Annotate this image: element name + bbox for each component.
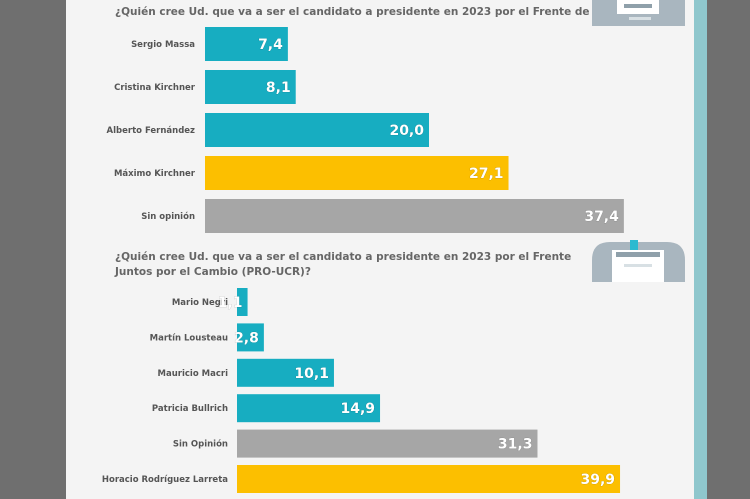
bar-2-5	[237, 429, 538, 458]
panel-right-border	[694, 0, 707, 499]
value-label: 14,9	[340, 401, 375, 417]
value-label: 2,8	[234, 330, 259, 346]
bar-1-5	[205, 199, 624, 233]
category-label: Horacio Rodríguez Larreta	[102, 475, 228, 485]
category-label: Sergio Massa	[131, 40, 195, 50]
category-label: Cristina Kirchner	[114, 83, 196, 93]
category-label: Patricia Bullrich	[152, 404, 228, 414]
bar-2-2	[237, 323, 264, 352]
category-label: Alberto Fernández	[107, 126, 196, 136]
category-label: Mario Negri	[172, 298, 228, 308]
category-label: Sin Opinión	[173, 439, 228, 450]
ballot-box-icon	[592, 240, 685, 282]
bar-2-3	[237, 358, 334, 387]
bar-2-6	[237, 465, 621, 493]
bar-1-2	[205, 70, 296, 104]
value-label: 8,1	[266, 80, 291, 96]
value-label: 37,4	[584, 209, 619, 225]
value-label: 1,1	[218, 295, 243, 311]
bar-1-4	[205, 156, 509, 190]
value-label: 31,3	[498, 437, 533, 453]
ballot-box-icon	[592, 0, 685, 26]
bar-2-1	[237, 288, 248, 316]
bar-1-1	[205, 27, 288, 61]
category-label: Mauricio Macri	[158, 369, 229, 379]
bar-1-3	[205, 113, 429, 147]
category-label: Sin opinión	[141, 211, 195, 222]
value-label: 27,1	[469, 166, 504, 182]
value-label: 10,1	[294, 366, 329, 382]
value-label: 20,0	[389, 123, 424, 139]
chart-2-title: ¿Quién cree Ud. que va a ser el candidat…	[115, 251, 572, 278]
category-label: Máximo Kirchner	[114, 169, 196, 179]
chart-1-title: ¿Quién cree Ud. que va a ser el candidat…	[115, 6, 658, 18]
bar-2-4	[237, 394, 381, 423]
value-label: 7,4	[258, 37, 283, 53]
value-label: 39,9	[580, 472, 615, 488]
category-label: Martín Lousteau	[150, 333, 228, 343]
